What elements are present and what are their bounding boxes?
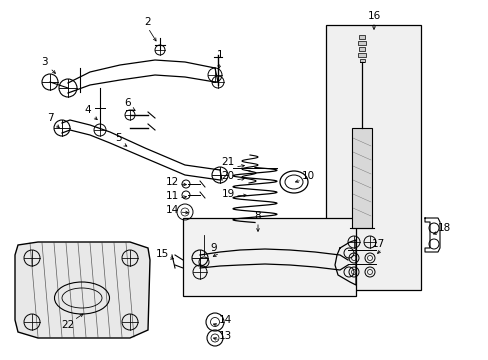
Text: 3: 3: [41, 57, 47, 67]
Bar: [359, 59, 364, 62]
Text: 6: 6: [124, 98, 131, 108]
Bar: [183, 218, 355, 296]
Text: 7: 7: [46, 113, 53, 123]
Text: 8: 8: [254, 211, 261, 221]
Text: 16: 16: [366, 11, 380, 21]
Bar: [357, 41, 365, 45]
Text: 11: 11: [165, 191, 178, 201]
Text: 19: 19: [221, 189, 234, 199]
Bar: [351, 128, 371, 228]
Text: 14: 14: [218, 315, 231, 325]
Text: 20: 20: [221, 171, 234, 181]
Bar: [358, 35, 364, 39]
Text: 1: 1: [216, 50, 223, 60]
Text: 18: 18: [436, 223, 450, 233]
Bar: [358, 47, 364, 51]
Polygon shape: [15, 242, 150, 338]
Text: 5: 5: [115, 133, 121, 143]
Text: 10: 10: [301, 171, 314, 181]
Text: 12: 12: [165, 177, 178, 187]
Bar: [325, 25, 420, 290]
Text: 17: 17: [370, 239, 384, 249]
Text: 13: 13: [218, 331, 231, 341]
Text: 21: 21: [221, 157, 234, 167]
Text: 15: 15: [155, 249, 168, 259]
Bar: [357, 53, 365, 57]
Text: 22: 22: [61, 320, 75, 330]
Text: 9: 9: [210, 243, 217, 253]
Text: 4: 4: [84, 105, 91, 115]
Text: 14: 14: [165, 205, 178, 215]
Text: 2: 2: [144, 17, 151, 27]
